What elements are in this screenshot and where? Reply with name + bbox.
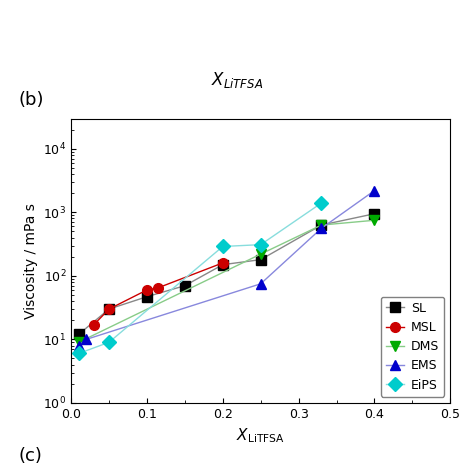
X-axis label: $X$$_{\mathregular{LiTFSA}}$: $X$$_{\mathregular{LiTFSA}}$ <box>237 426 285 445</box>
DMS <box>258 251 264 257</box>
SL <box>372 211 377 217</box>
MSL <box>106 306 112 312</box>
Y-axis label: Viscosity / mPa s: Viscosity / mPa s <box>24 203 37 319</box>
SL <box>76 331 82 337</box>
Line: EMS: EMS <box>74 186 379 350</box>
EiPS <box>258 242 264 247</box>
Line: MSL: MSL <box>89 258 228 329</box>
EMS <box>83 337 89 342</box>
EMS <box>372 188 377 193</box>
Line: SL: SL <box>74 209 379 339</box>
SL <box>220 262 226 267</box>
MSL <box>155 285 161 291</box>
EiPS <box>76 351 82 356</box>
DMS <box>372 218 377 223</box>
MSL <box>91 322 97 328</box>
MSL <box>220 260 226 266</box>
DMS <box>76 339 82 345</box>
SL <box>258 257 264 263</box>
Text: (c): (c) <box>19 447 43 465</box>
EiPS <box>220 244 226 249</box>
Line: DMS: DMS <box>74 215 379 347</box>
Text: $X_{\mathregular{LiTFSA}}$: $X_{\mathregular{LiTFSA}}$ <box>211 70 263 90</box>
EMS <box>258 281 264 287</box>
SL <box>319 222 324 228</box>
EMS <box>76 343 82 348</box>
Text: (b): (b) <box>19 91 45 109</box>
SL <box>182 283 188 289</box>
DMS <box>319 222 324 228</box>
SL <box>106 306 112 312</box>
Legend: SL, MSL, DMS, EMS, EiPS: SL, MSL, DMS, EMS, EiPS <box>381 297 444 397</box>
SL <box>144 294 150 300</box>
MSL <box>144 287 150 293</box>
EMS <box>319 226 324 231</box>
EiPS <box>106 339 112 345</box>
EiPS <box>319 200 324 206</box>
Line: EiPS: EiPS <box>74 198 326 358</box>
